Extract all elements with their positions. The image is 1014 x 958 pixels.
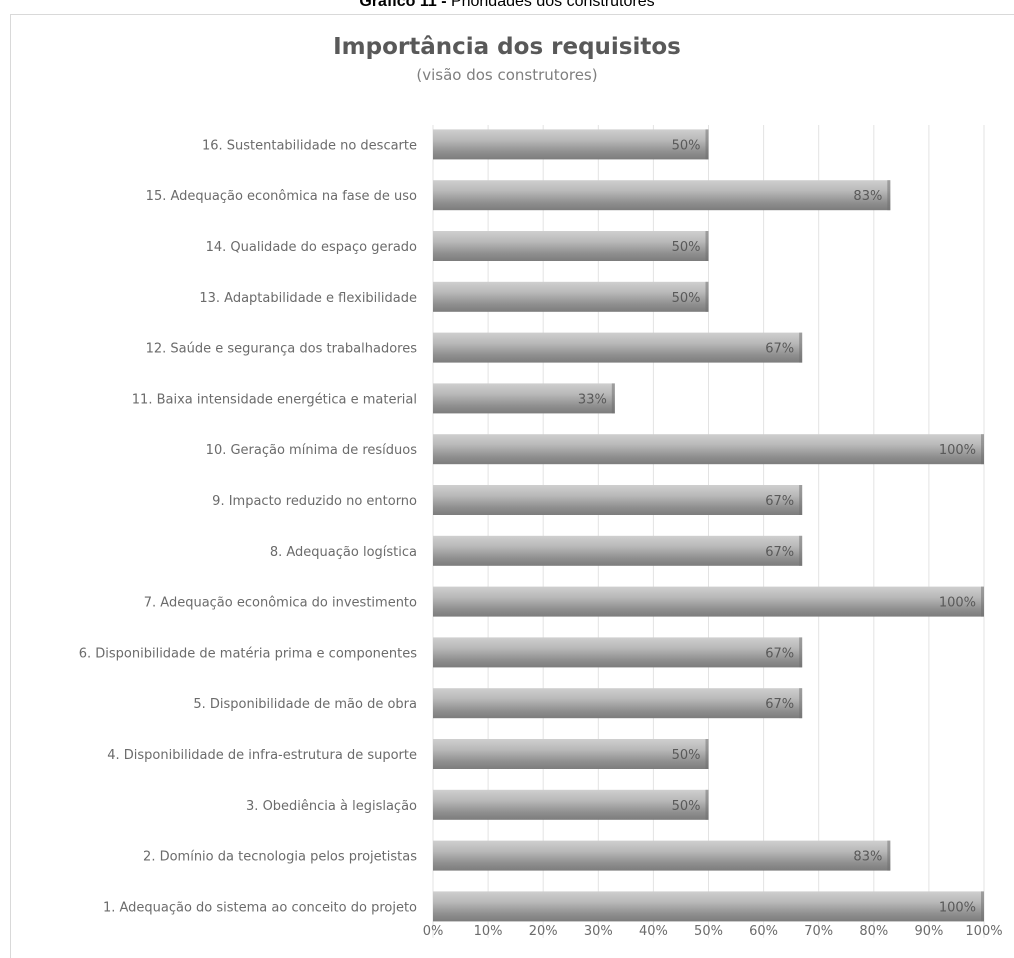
bar-edge — [981, 891, 984, 922]
category-label: 5. Disponibilidade de mão de obra — [193, 697, 417, 712]
bar-edge — [799, 688, 803, 719]
data-label: 33% — [578, 392, 607, 407]
category-labels: 16. Sustentabilidade no descarte 15. Adeq… — [79, 138, 417, 915]
category-label: 8. Adequação logística — [270, 545, 417, 560]
category-label: 11. Baixa intensidade energética e mater… — [132, 392, 417, 407]
bar-edge — [799, 485, 803, 515]
x-tick-label: 70% — [804, 924, 833, 939]
bar — [433, 586, 984, 617]
bar — [433, 485, 803, 515]
data-label: 67% — [765, 697, 794, 712]
bar — [433, 180, 891, 211]
category-label: 12. Saúde e segurança dos trabalhadores — [146, 342, 418, 357]
bar — [433, 129, 709, 160]
category-label: 4. Disponibilidade de infra-estrutura de… — [107, 748, 417, 763]
bar — [433, 739, 709, 769]
data-label: 67% — [765, 342, 794, 357]
bars: 50% 83% 50% 50% 67% 33% 100% 67% 67% 100% 67% 67% 50… — [433, 129, 984, 922]
bar — [433, 789, 709, 820]
data-label: 83% — [853, 850, 882, 865]
bar-edge — [705, 281, 709, 312]
category-label: 2. Domínio da tecnologia pelos projetist… — [143, 850, 417, 865]
bar — [433, 281, 709, 312]
caption-separator: - — [436, 0, 451, 10]
category-label: 9. Impacto reduzido no entorno — [212, 494, 417, 509]
data-label: 67% — [765, 646, 794, 661]
category-label: 6. Disponibilidade de matéria prima e co… — [79, 646, 417, 661]
data-label: 50% — [672, 291, 701, 306]
bar-edge — [705, 789, 709, 820]
data-label: 50% — [672, 799, 701, 814]
bar — [433, 688, 803, 719]
bar — [433, 840, 891, 871]
x-tick-label: 90% — [914, 924, 943, 939]
x-tick-label: 0% — [423, 924, 444, 939]
category-label: 7. Adequação econômica do investimento — [144, 596, 417, 611]
data-label: 83% — [853, 189, 882, 204]
bar-edge — [799, 637, 803, 668]
data-label: 50% — [672, 138, 701, 153]
chart-title: Importância dos requisitos — [333, 34, 681, 60]
bar — [433, 231, 709, 261]
x-tick-label: 60% — [749, 924, 778, 939]
caption-text: Prioridades dos construtores — [450, 0, 655, 10]
data-label: 100% — [939, 443, 976, 458]
bar — [433, 383, 615, 414]
chart-frame — [10, 14, 1014, 958]
bar-edge — [705, 231, 709, 261]
category-label: 1. Adequação do sistema ao conceito do p… — [103, 900, 417, 915]
chart-subtitle: (visão dos construtores) — [416, 66, 598, 84]
x-tick-label: 10% — [474, 924, 503, 939]
bar — [433, 891, 984, 922]
x-tick-label: 50% — [694, 924, 723, 939]
bar-edge — [611, 383, 615, 414]
bar-edge — [799, 332, 803, 363]
bar — [433, 637, 803, 668]
bar-edge — [887, 180, 891, 211]
bar-edge — [887, 840, 891, 871]
bar — [433, 434, 984, 465]
category-label: 10. Geração mínima de resíduos — [206, 443, 418, 458]
data-label: 50% — [672, 240, 701, 255]
x-tick-label: 100% — [965, 924, 1002, 939]
bar-edge — [705, 129, 709, 160]
x-tick-labels: 0% 10% 20% 30% 40% 50% 60% 70% 80% 90% 100% — [423, 924, 1003, 939]
data-label: 50% — [672, 748, 701, 763]
bar-edge — [799, 535, 803, 566]
data-label: 100% — [939, 596, 976, 611]
bar-edge — [981, 586, 984, 617]
bar-edge — [705, 739, 709, 769]
x-tick-label: 30% — [584, 924, 613, 939]
category-label: 16. Sustentabilidade no descarte — [202, 138, 417, 153]
caption-prefix: Gráfico 11 — [359, 0, 437, 10]
data-label: 67% — [765, 494, 794, 509]
x-tick-label: 20% — [529, 924, 558, 939]
x-tick-label: 80% — [859, 924, 888, 939]
bar-edge — [981, 434, 984, 465]
category-label: 15. Adequação econômica na fase de uso — [146, 189, 417, 204]
category-label: 14. Qualidade do espaço gerado — [206, 240, 417, 255]
data-label: 67% — [765, 545, 794, 560]
figure-caption: Gráfico 11 - Prioridades dos construtore… — [0, 0, 1014, 10]
category-label: 13. Adaptabilidade e flexibilidade — [199, 291, 417, 306]
category-label: 3. Obediência à legislação — [246, 799, 417, 814]
bar — [433, 332, 803, 363]
bar — [433, 535, 803, 566]
x-tick-label: 40% — [639, 924, 668, 939]
data-label: 100% — [939, 900, 976, 915]
